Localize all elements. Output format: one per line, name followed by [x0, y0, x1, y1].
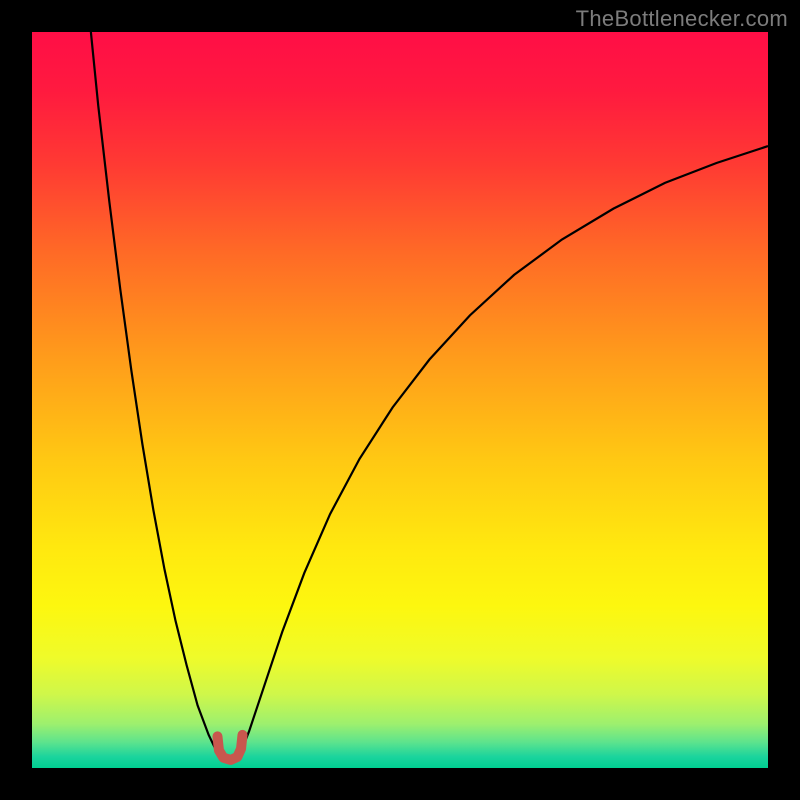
- figure-stage: TheBottlenecker.com: [0, 0, 800, 800]
- plot-background: [32, 32, 768, 768]
- bottleneck-chart: [0, 0, 800, 800]
